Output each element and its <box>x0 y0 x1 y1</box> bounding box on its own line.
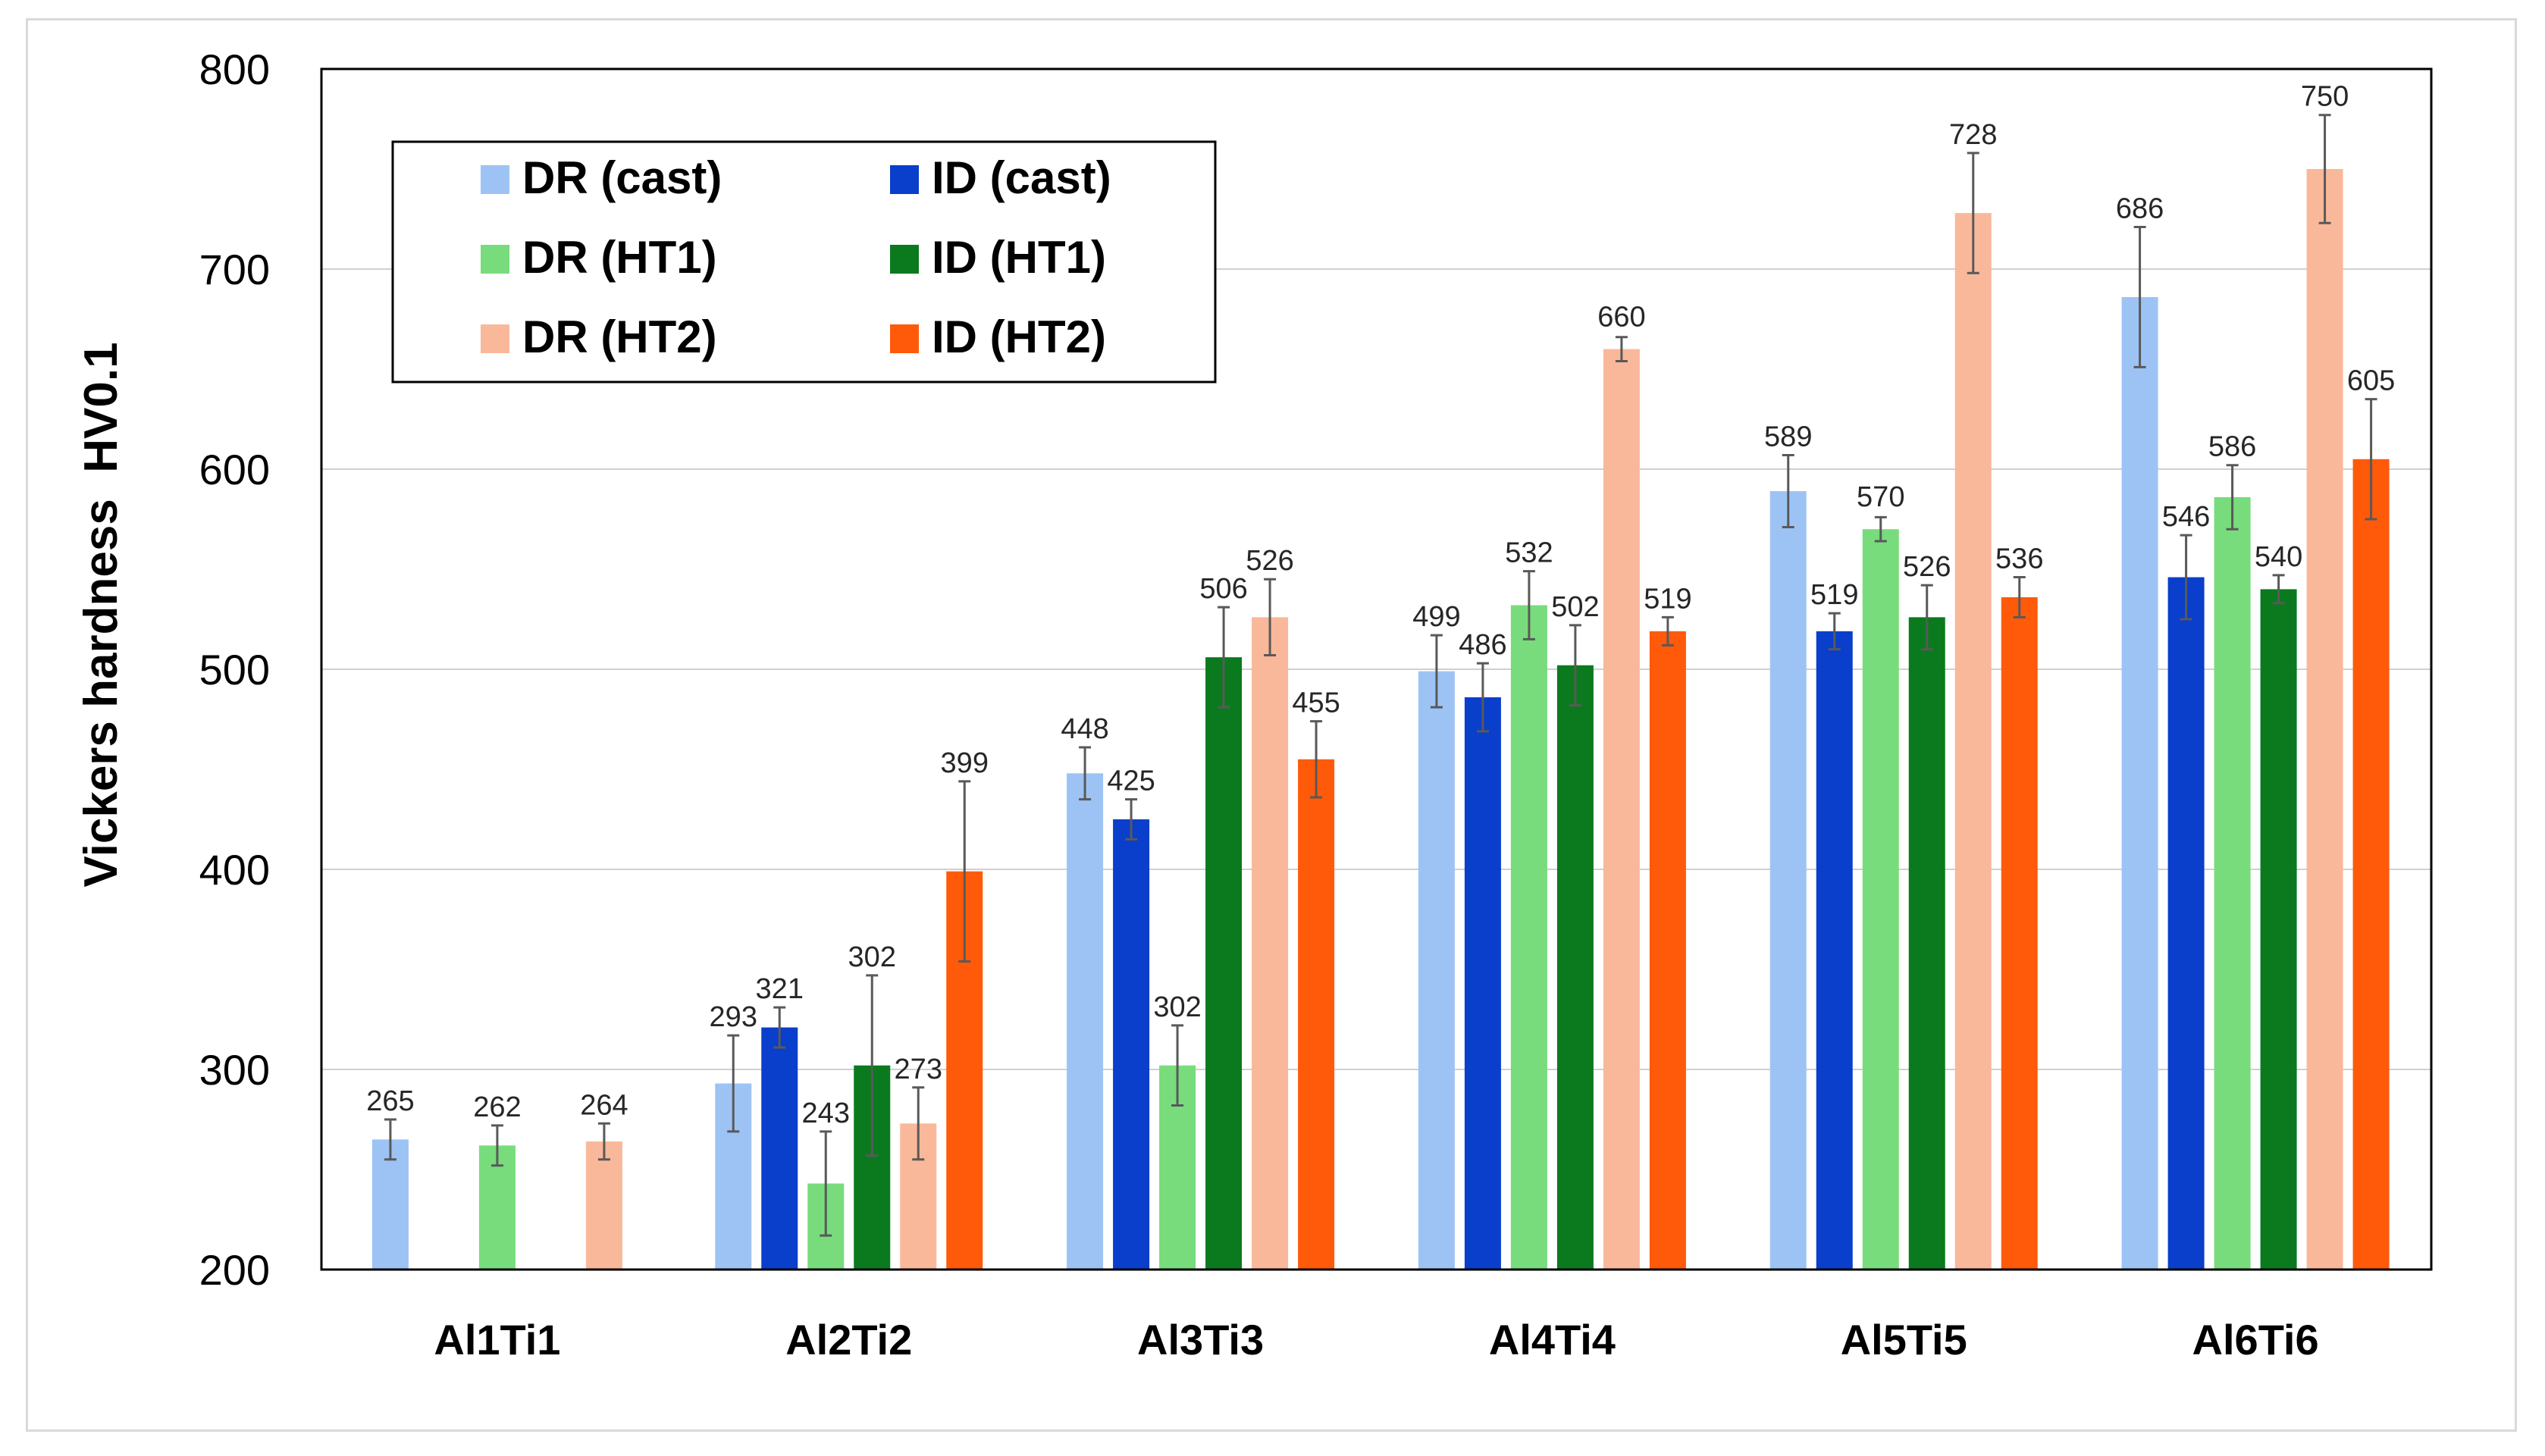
legend-swatch <box>481 245 509 274</box>
bar-al5ti5-id-ht1 <box>1908 617 1945 1270</box>
data-label: 506 <box>1199 573 1247 605</box>
legend-label: ID (cast) <box>932 152 1111 203</box>
legend-label: DR (HT2) <box>522 312 717 362</box>
data-label: 686 <box>2116 193 2164 225</box>
x-category-label: Al2Ti2 <box>785 1316 912 1364</box>
bar-al5ti5-id-ht2 <box>2001 596 2038 1270</box>
data-label: 570 <box>1857 481 1904 513</box>
data-label: 526 <box>1903 551 1951 583</box>
bar-al4ti4-dr-ht1 <box>1510 605 1547 1270</box>
legend-swatch <box>481 324 509 353</box>
bar-al4ti4-dr-ht2 <box>1603 349 1640 1270</box>
data-label: 586 <box>2208 431 2256 463</box>
y-tick-label: 500 <box>199 646 270 694</box>
data-label: 519 <box>1644 583 1691 615</box>
legend-label: ID (HT1) <box>932 232 1106 283</box>
bar-al3ti3-dr-ht2 <box>1252 617 1289 1270</box>
legend-swatch <box>890 245 919 274</box>
data-label: 264 <box>580 1089 628 1121</box>
data-label: 536 <box>1995 543 2043 575</box>
error-bars <box>384 114 2377 1237</box>
bar-al3ti3-dr-cast <box>1067 773 1104 1270</box>
data-label: 486 <box>1459 629 1506 661</box>
bar-al6ti6-id-cast <box>2167 577 2205 1270</box>
legend-swatch <box>481 165 509 194</box>
y-tick-label: 600 <box>199 446 270 493</box>
data-label: 526 <box>1246 545 1293 577</box>
x-category-label: Al5Ti5 <box>1841 1316 1967 1364</box>
data-label: 262 <box>473 1091 521 1123</box>
y-axis-ticks: 200 300 400 500 600 700 800 <box>199 45 270 1294</box>
legend-swatch <box>890 324 919 353</box>
x-category-label: Al4Ti4 <box>1489 1316 1616 1364</box>
data-label: 273 <box>895 1054 942 1085</box>
data-label: 660 <box>1597 302 1645 333</box>
data-label: 448 <box>1061 713 1108 745</box>
data-label: 302 <box>1153 991 1201 1023</box>
y-tick-label: 200 <box>199 1246 270 1294</box>
bar-al2ti2-id-cast <box>761 1027 798 1270</box>
data-label: 399 <box>941 747 989 779</box>
data-label: 750 <box>2301 81 2349 113</box>
bar-al5ti5-dr-ht1 <box>1862 529 1899 1270</box>
data-label: 532 <box>1505 537 1553 569</box>
x-category-label: Al1Ti1 <box>434 1316 560 1364</box>
bar-al5ti5-dr-ht2 <box>1954 213 1992 1270</box>
y-tick-label: 700 <box>199 246 270 293</box>
y-tick-label: 800 <box>199 45 270 93</box>
y-tick-label: 400 <box>199 846 270 894</box>
bar-al6ti6-dr-cast <box>2121 296 2158 1270</box>
bar-al1ti1-dr-cast <box>371 1139 409 1270</box>
bar-al3ti3-id-ht2 <box>1298 759 1335 1270</box>
data-label: 455 <box>1292 687 1340 719</box>
bar-al4ti4-dr-cast <box>1418 671 1455 1270</box>
bar-al6ti6-dr-ht1 <box>2214 496 2251 1270</box>
plot-border <box>320 67 2433 1271</box>
data-label: 605 <box>2347 365 2395 397</box>
bar-al6ti6-id-ht1 <box>2260 589 2297 1270</box>
data-label: 425 <box>1107 766 1155 797</box>
data-label: 728 <box>1949 119 1997 151</box>
x-category-label: Al6Ti6 <box>2192 1316 2319 1364</box>
data-label: 321 <box>756 973 804 1005</box>
bar-al3ti3-id-cast <box>1113 819 1150 1270</box>
data-label: 265 <box>366 1085 414 1117</box>
data-label: 499 <box>1412 601 1460 633</box>
x-category-label: Al3Ti3 <box>1137 1316 1264 1364</box>
y-tick-label: 300 <box>199 1046 270 1094</box>
bar-al4ti4-id-ht1 <box>1556 665 1594 1270</box>
data-labels: 265 262 2642933212433022733994484253025065… <box>366 81 2395 1129</box>
legend-label: DR (cast) <box>522 152 722 203</box>
data-label: 293 <box>710 1001 757 1033</box>
bar-al1ti1-dr-ht2 <box>585 1141 622 1270</box>
bar-al5ti5-id-cast <box>1816 631 1853 1270</box>
bar-al4ti4-id-cast <box>1464 697 1501 1270</box>
data-label: 302 <box>848 941 896 973</box>
legend: DR (cast) ID (cast) DR (HT1) ID (HT1) DR (HT… <box>391 140 1217 384</box>
bar-al6ti6-id-ht2 <box>2352 459 2390 1270</box>
legend-box <box>391 140 1217 384</box>
legend-label: DR (HT1) <box>522 232 717 283</box>
bar-al4ti4-id-ht2 <box>1649 631 1686 1270</box>
data-label: 502 <box>1551 591 1599 623</box>
bar-al6ti6-dr-ht2 <box>2306 169 2343 1270</box>
x-axis-categories: Al1Ti1 Al2Ti2 Al3Ti3 Al4Ti4 Al5Ti5 Al6Ti6 <box>434 1316 2318 1364</box>
data-label: 589 <box>1764 421 1812 453</box>
data-label: 540 <box>2255 541 2302 573</box>
bar-al5ti5-dr-cast <box>1769 491 1807 1270</box>
legend-label: ID (HT2) <box>932 312 1106 362</box>
bars <box>371 169 2390 1270</box>
legend-swatch <box>890 165 919 194</box>
bar-al3ti3-id-ht1 <box>1205 657 1243 1270</box>
data-label: 546 <box>2162 501 2210 533</box>
data-label: 243 <box>802 1097 850 1129</box>
data-label: 519 <box>1810 579 1858 611</box>
y-axis-title: Vickers hardness HV0.1 <box>75 342 127 887</box>
